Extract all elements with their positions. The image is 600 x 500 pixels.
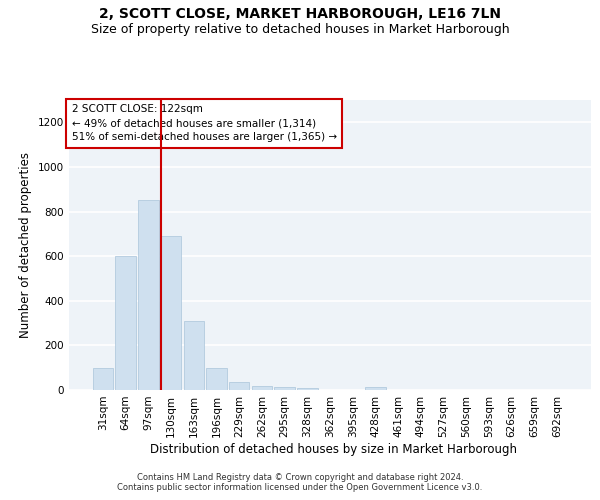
Bar bbox=[161, 236, 181, 390]
Bar bbox=[365, 386, 386, 390]
Text: Distribution of detached houses by size in Market Harborough: Distribution of detached houses by size … bbox=[149, 442, 517, 456]
Bar bbox=[274, 386, 295, 390]
Text: Contains public sector information licensed under the Open Government Licence v3: Contains public sector information licen… bbox=[118, 484, 482, 492]
Bar bbox=[115, 256, 136, 390]
Text: Contains HM Land Registry data © Crown copyright and database right 2024.: Contains HM Land Registry data © Crown c… bbox=[137, 472, 463, 482]
Bar bbox=[206, 368, 227, 390]
Bar bbox=[93, 368, 113, 390]
Bar bbox=[297, 388, 317, 390]
Text: Size of property relative to detached houses in Market Harborough: Size of property relative to detached ho… bbox=[91, 22, 509, 36]
Bar bbox=[184, 321, 204, 390]
Bar bbox=[229, 382, 250, 390]
Bar bbox=[138, 200, 158, 390]
Bar bbox=[251, 386, 272, 390]
Y-axis label: Number of detached properties: Number of detached properties bbox=[19, 152, 32, 338]
Text: 2, SCOTT CLOSE, MARKET HARBOROUGH, LE16 7LN: 2, SCOTT CLOSE, MARKET HARBOROUGH, LE16 … bbox=[99, 8, 501, 22]
Text: 2 SCOTT CLOSE: 122sqm
← 49% of detached houses are smaller (1,314)
51% of semi-d: 2 SCOTT CLOSE: 122sqm ← 49% of detached … bbox=[71, 104, 337, 142]
